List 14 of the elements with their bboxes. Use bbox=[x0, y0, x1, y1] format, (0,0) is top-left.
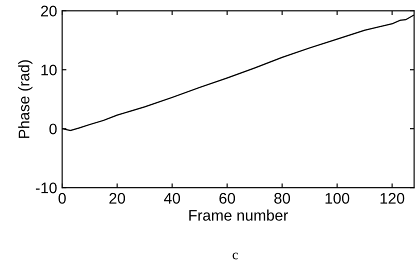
x-tick-label: 60 bbox=[219, 192, 236, 204]
x-tick-label: 0 bbox=[58, 192, 66, 204]
x-tick-label: 20 bbox=[109, 192, 126, 204]
y-tick-label: 10 bbox=[41, 64, 57, 76]
x-tick-label: 120 bbox=[380, 192, 404, 204]
y-tick-label: 20 bbox=[41, 6, 57, 16]
y-tick-label: -10 bbox=[36, 182, 57, 194]
y-axis-title: Phase (rad) bbox=[18, 60, 32, 138]
text: c bbox=[232, 252, 238, 260]
x-tick-label: 100 bbox=[326, 192, 350, 204]
y-tick-label: 0 bbox=[49, 124, 57, 134]
x-tick-label: 80 bbox=[274, 192, 290, 204]
x-tick-label: 40 bbox=[164, 192, 180, 204]
x-axis-title: Frame number bbox=[189, 210, 288, 221]
